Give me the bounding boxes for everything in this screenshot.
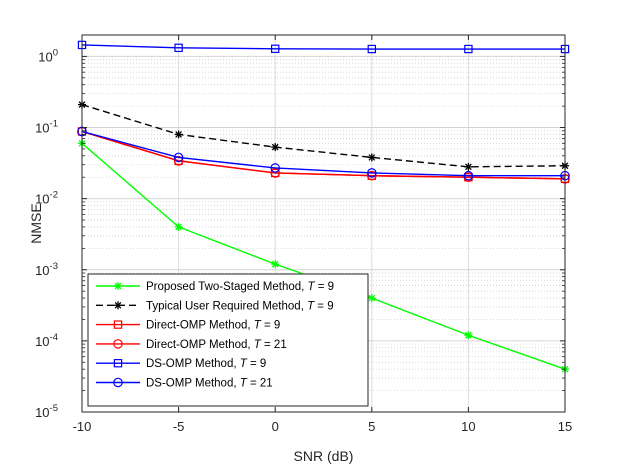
legend-entry: Direct-OMP Method, T = 21 bbox=[96, 339, 287, 351]
x-tick-label: 10 bbox=[461, 419, 475, 434]
square-marker bbox=[174, 43, 183, 53]
legend-label: DS-OMP Method, T = 21 bbox=[146, 378, 273, 390]
x-tick-label: 5 bbox=[368, 419, 375, 434]
series-line bbox=[81, 130, 566, 180]
square-marker bbox=[113, 320, 123, 329]
circle-marker bbox=[113, 339, 123, 349]
legend-box bbox=[87, 273, 369, 407]
legend-entry: DS-OMP Method, T = 9 bbox=[96, 358, 266, 370]
asterisk-marker bbox=[367, 294, 376, 303]
circle-marker bbox=[366, 170, 377, 181]
asterisk-marker bbox=[174, 130, 183, 139]
asterisk-marker bbox=[367, 153, 376, 162]
x-tick-label: 15 bbox=[558, 419, 572, 434]
legend-label: Typical User Required Method, T = 9 bbox=[146, 300, 334, 312]
y-tick-exponent: -5 bbox=[50, 403, 58, 414]
square-marker bbox=[271, 44, 280, 53]
y-tick-exponent: -2 bbox=[50, 190, 58, 201]
y-tick-exponent: -1 bbox=[50, 119, 58, 130]
legend-entry: Direct-OMP Method, T = 9 bbox=[96, 320, 280, 332]
y-axis-label: NMSE bbox=[28, 203, 44, 243]
legend: Proposed Two-Staged Method, T = 9 Typical… bbox=[87, 273, 369, 407]
y-tick-exponent: -4 bbox=[50, 332, 58, 343]
circle-marker bbox=[366, 168, 377, 178]
y-tick-exponent: 0 bbox=[53, 47, 58, 58]
circle-marker bbox=[270, 163, 280, 173]
legend-label: DS-OMP Method, T = 9 bbox=[146, 358, 266, 370]
series-line bbox=[81, 103, 566, 168]
circle-marker bbox=[270, 168, 280, 178]
square-marker bbox=[367, 44, 377, 54]
circle-marker bbox=[173, 156, 184, 166]
plot-frame bbox=[81, 34, 566, 413]
asterisk-marker bbox=[464, 331, 473, 340]
x-tick-label: 0 bbox=[272, 419, 279, 434]
x-tick-label: -10 bbox=[73, 419, 92, 434]
legend-label: Direct-OMP Method, T = 9 bbox=[146, 320, 280, 332]
legend-label: Proposed Two-Staged Method, T = 9 bbox=[146, 281, 334, 293]
series-line bbox=[81, 130, 565, 177]
circle-marker bbox=[113, 377, 123, 388]
series-line bbox=[81, 44, 565, 50]
y-tick-exponent: -3 bbox=[50, 261, 58, 272]
asterisk-marker bbox=[114, 282, 122, 290]
legend-entry: DS-OMP Method, T = 21 bbox=[96, 378, 273, 390]
asterisk-marker bbox=[174, 222, 183, 231]
legend-label: Direct-OMP Method, T = 21 bbox=[146, 339, 287, 351]
square-marker bbox=[464, 44, 473, 54]
circle-marker bbox=[463, 170, 474, 181]
series-6 bbox=[77, 126, 570, 181]
circle-marker bbox=[173, 152, 184, 163]
x-axis-label: SNR (dB) bbox=[294, 448, 354, 464]
asterisk-marker bbox=[271, 143, 280, 152]
legend-entry: Typical User Required Method, T = 9 bbox=[96, 300, 334, 312]
square-marker bbox=[113, 359, 123, 368]
legend-entry: Proposed Two-Staged Method, T = 9 bbox=[96, 281, 334, 293]
asterisk-marker bbox=[464, 162, 473, 171]
asterisk-marker bbox=[271, 260, 280, 269]
x-tick-label: -5 bbox=[173, 419, 185, 434]
asterisk-marker bbox=[114, 301, 122, 310]
series-layer bbox=[77, 40, 570, 374]
